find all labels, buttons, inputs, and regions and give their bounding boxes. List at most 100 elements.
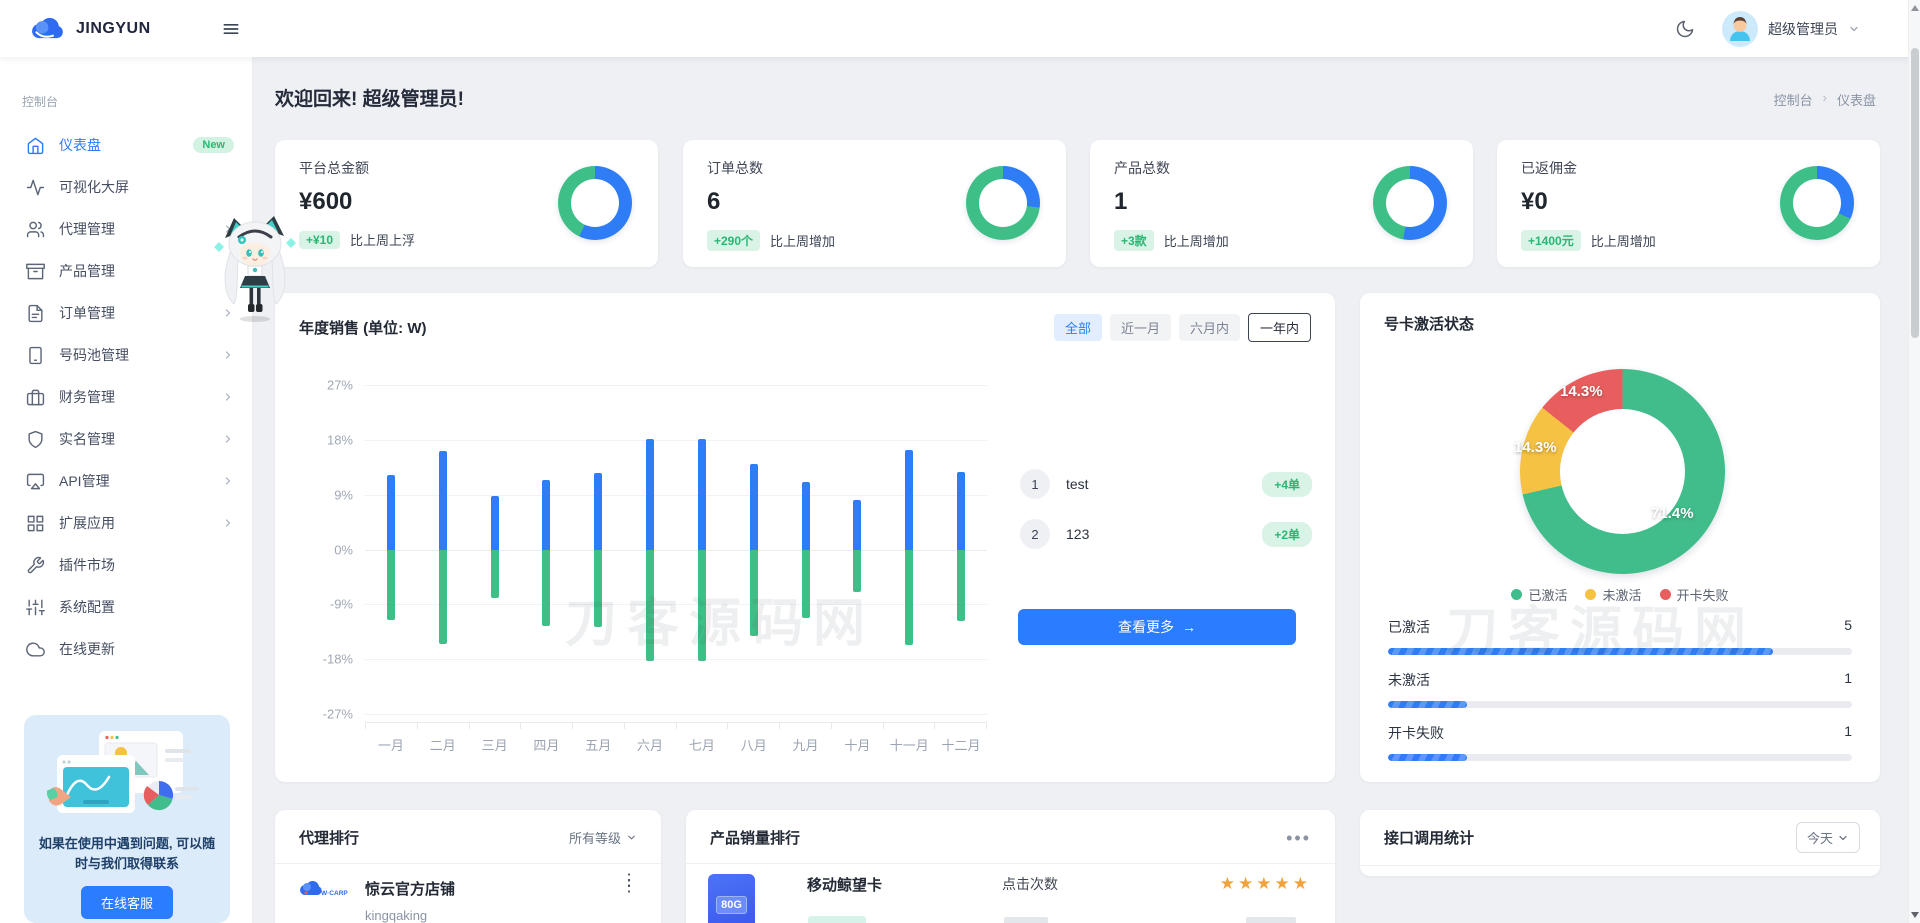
x-tick bbox=[677, 723, 729, 729]
sales-card-header: 年度销售 (单位: W) 全部 近一月 六月内 一年内 bbox=[275, 293, 1335, 342]
y-tick-label: -18% bbox=[322, 651, 353, 667]
file-icon bbox=[28, 304, 43, 322]
ranking-item-2[interactable]: 2 123 +2单 bbox=[1020, 519, 1312, 549]
sidebar-section-label: 控制台 bbox=[22, 95, 59, 109]
users-icon bbox=[26, 220, 45, 239]
sidebar-item-3[interactable]: 代理管理 bbox=[0, 208, 252, 250]
month-label: 一月 bbox=[377, 738, 404, 753]
product-list-item[interactable]: 80G 移动鲸望卡 点击次数 ★★★★★ bbox=[686, 864, 1335, 923]
sidebar-item-2[interactable]: 可视化大屏 bbox=[0, 166, 252, 208]
brand-name: JINGYUN bbox=[76, 19, 151, 37]
activation-row-2: 未激活 1 bbox=[1388, 670, 1852, 708]
api-range-filter[interactable]: 今天 bbox=[1795, 822, 1860, 853]
bar-down bbox=[646, 549, 655, 661]
contact-support-button[interactable]: 在线客服 bbox=[80, 886, 173, 920]
sidebar-item-label: 扩展应用 bbox=[59, 515, 115, 531]
brand-logo[interactable]: JINGYUN bbox=[28, 15, 151, 43]
phone-icon bbox=[26, 346, 45, 365]
shield-icon bbox=[28, 430, 43, 448]
card-activation-status: 号卡激活状态 71.4% 14.3% 14.3% 已激活 未激活 开卡失败 已激活 5 未激… bbox=[1360, 293, 1880, 782]
progress-fill bbox=[1388, 754, 1467, 761]
legend-item-1: 已激活 bbox=[1511, 585, 1567, 604]
sidebar-item-8[interactable]: 实名管理 bbox=[0, 418, 252, 460]
sales-tab-2[interactable]: 近一月 bbox=[1109, 314, 1171, 341]
sales-tab-4[interactable]: 一年内 bbox=[1247, 313, 1311, 342]
x-tick bbox=[418, 723, 470, 729]
bar-down bbox=[801, 549, 810, 618]
agent-name: 惊云官方店铺 bbox=[365, 881, 456, 898]
breadcrumb: 控制台 › 仪表盘 bbox=[1774, 90, 1876, 109]
agent-list-item[interactable]: W·CARP 惊云官方店铺 kingqaking ⋮ ⋮ bbox=[275, 864, 661, 923]
annual-sales-card: 年度销售 (单位: W) 全部 近一月 六月内 一年内 一月 二月 三月 四月 五月 六月 七月 八… bbox=[275, 293, 1335, 782]
sales-ranking-list: 1 test +4单 2 123 +2单 bbox=[1020, 469, 1312, 569]
bar-column-四月 bbox=[542, 385, 551, 714]
dark-mode-toggle[interactable] bbox=[1670, 14, 1700, 44]
bar-column-十一月 bbox=[905, 385, 914, 714]
bar-down bbox=[697, 549, 706, 661]
sidebar-item-1[interactable]: 仪表盘 New bbox=[0, 124, 252, 166]
chevron-right-icon bbox=[225, 519, 231, 527]
view-more-button[interactable]: 查看更多 → bbox=[1018, 609, 1296, 645]
stat-label: 订单总数 bbox=[707, 160, 763, 176]
y-tick-label: 0% bbox=[334, 542, 353, 557]
agent-logo: W·CARP bbox=[300, 881, 348, 897]
stat-value: ¥0 bbox=[1521, 188, 1548, 215]
tool-icon bbox=[27, 556, 45, 573]
gridline bbox=[365, 549, 987, 551]
page-scrollbar[interactable] bbox=[1908, 0, 1920, 923]
x-tick bbox=[365, 723, 418, 729]
product-rank-title: 产品销量排行 bbox=[710, 830, 801, 847]
bar-column-一月 bbox=[386, 385, 395, 714]
agent-level-filter[interactable]: 所有等级 bbox=[569, 828, 637, 847]
sidebar-item-7[interactable]: 财务管理 bbox=[0, 376, 252, 418]
sidebar-item-label: 插件市场 bbox=[59, 557, 115, 573]
product-orders-value bbox=[1246, 917, 1296, 923]
chevron-right-icon bbox=[225, 351, 231, 359]
scrollbar-up-arrow[interactable] bbox=[1911, 5, 1919, 11]
sidebar-item-label: 在线更新 bbox=[59, 641, 115, 657]
sidebar-item-12[interactable]: 系统配置 bbox=[0, 586, 252, 628]
brand-cloud-icon bbox=[32, 17, 63, 38]
stat-change-note: 比上周上浮 bbox=[350, 233, 416, 248]
pie-slice-label: 14.3% bbox=[1514, 439, 1557, 456]
bar-down bbox=[542, 549, 551, 627]
legend-item-3: 开卡失败 bbox=[1659, 585, 1729, 604]
x-tick bbox=[470, 723, 522, 729]
sales-tab-1[interactable]: 全部 bbox=[1053, 314, 1102, 341]
sales-title: 年度销售 (单位: W) bbox=[299, 320, 427, 337]
chevron-right-icon bbox=[225, 435, 231, 443]
sidebar-item-5[interactable]: 订单管理 bbox=[0, 292, 252, 334]
stat-card-3: 产品总数 1 +3款 比上周增加 bbox=[1090, 140, 1473, 267]
sidebar-item-6[interactable]: 号码池管理 bbox=[0, 334, 252, 376]
sidebar-item-13[interactable]: 在线更新 bbox=[0, 628, 252, 670]
sidebar-item-label: API管理 bbox=[59, 473, 110, 489]
api-card-header: 接口调用统计 今天 bbox=[1360, 810, 1880, 866]
sales-tab-3[interactable]: 六月内 bbox=[1178, 314, 1240, 341]
sidebar-toggle-button[interactable] bbox=[216, 14, 246, 44]
topbar-right: 超级管理员 bbox=[1670, 10, 1860, 47]
gridline bbox=[365, 714, 987, 715]
sidebar-item-10[interactable]: 扩展应用 bbox=[0, 502, 252, 544]
scrollbar-down-arrow[interactable] bbox=[1911, 912, 1919, 918]
stat-mini-donut bbox=[1373, 166, 1447, 240]
rank-name: test bbox=[1066, 476, 1089, 492]
stat-mini-donut bbox=[558, 166, 632, 240]
legend-label: 未激活 bbox=[1602, 588, 1642, 603]
progress-fill bbox=[1388, 648, 1774, 655]
agent-kebab-menu[interactable]: ⋮ ⋮ bbox=[621, 872, 637, 895]
api-stats-title: 接口调用统计 bbox=[1384, 830, 1475, 847]
sidebar-item-9[interactable]: API管理 bbox=[0, 460, 252, 502]
bar-column-十二月 bbox=[957, 385, 966, 714]
bar-up bbox=[957, 471, 966, 550]
page-title: 欢迎回来! 超级管理员! bbox=[275, 89, 464, 110]
month-label: 五月 bbox=[585, 738, 612, 753]
product-more-menu[interactable]: ••• bbox=[1286, 827, 1311, 848]
user-menu[interactable]: 超级管理员 bbox=[1722, 10, 1860, 47]
stat-value: 1 bbox=[1114, 188, 1128, 215]
activation-row-1: 已激活 5 bbox=[1388, 617, 1852, 655]
sidebar-item-11[interactable]: 插件市场 bbox=[0, 544, 252, 586]
help-text: 如果在使用中遇到问题, 可以随时与我们取得联系 bbox=[38, 836, 216, 872]
scrollbar-thumb[interactable] bbox=[1911, 48, 1919, 338]
breadcrumb-home[interactable]: 控制台 bbox=[1773, 93, 1813, 108]
ranking-item-1[interactable]: 1 test +4单 bbox=[1020, 469, 1312, 499]
